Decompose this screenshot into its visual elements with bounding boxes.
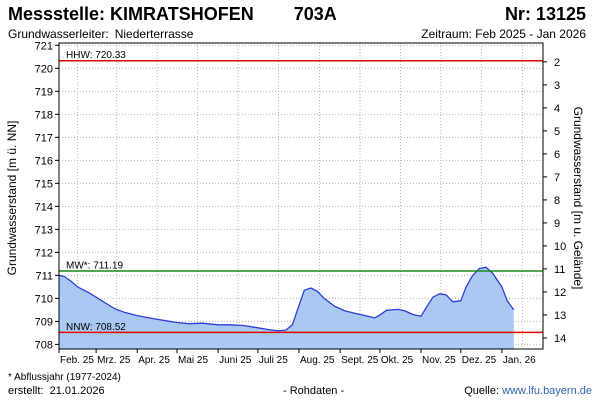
station-number: Nr: 13125 xyxy=(504,4,586,24)
y-tick-label: 718 xyxy=(35,109,53,121)
x-tick-label: Sept. 25 xyxy=(341,355,379,366)
x-tick-label: Apr. 25 xyxy=(138,355,170,366)
y-tick-label: 711 xyxy=(35,270,53,282)
x-tick-label: Jan. 26 xyxy=(503,355,536,366)
mw-label: MW*: 711.19 xyxy=(66,261,123,272)
x-tick-label: Dez. 25 xyxy=(462,355,497,366)
y-right-tick-label: 7 xyxy=(554,172,560,184)
y-right-tick-label: 8 xyxy=(554,195,560,207)
x-tick-label: Nov. 25 xyxy=(422,355,456,366)
water-level-line xyxy=(58,266,515,332)
source-link[interactable]: www.lfu.bayern.de xyxy=(502,385,592,397)
y-tick-label: 720 xyxy=(35,63,53,75)
y-right-tick-label: 11 xyxy=(554,264,565,276)
chart-title: Messstelle: KIMRATSHOFEN 703A xyxy=(8,4,337,25)
y-tick-label: 715 xyxy=(35,178,53,190)
created-date: 21.01.2026 xyxy=(49,385,105,397)
x-tick-label: Juli 25 xyxy=(259,355,288,366)
y-tick-label: 719 xyxy=(35,86,53,98)
water-level-area xyxy=(59,267,514,349)
y-right-tick-label: 5 xyxy=(554,126,560,138)
x-tick-label: Feb. 25 xyxy=(60,355,94,366)
y-right-tick-label: 12 xyxy=(554,287,566,299)
y-right-tick-label: 4 xyxy=(554,103,560,115)
x-tick-label: Okt. 25 xyxy=(381,355,414,366)
created-label: erstellt: xyxy=(8,385,44,397)
source-info: Quelle: www.lfu.bayern.de xyxy=(464,385,592,397)
x-tick-label: Mai 25 xyxy=(178,355,208,366)
x-tick-label: Mrz. 25 xyxy=(97,355,131,366)
y-tick-label: 717 xyxy=(35,132,53,144)
footnote: * Abflussjahr (1977-2024) xyxy=(8,372,121,383)
station-code: 703A xyxy=(293,4,337,24)
y-right-tick-label: 2 xyxy=(554,57,560,69)
y-right-tick-label: 13 xyxy=(554,310,566,322)
y-right-tick-label: 9 xyxy=(554,218,560,230)
created-info: erstellt: 21.01.2026 xyxy=(8,385,105,397)
x-tick-label: Juni 25 xyxy=(219,355,252,366)
x-tick-label: Aug. 25 xyxy=(300,355,335,366)
y-right-tick-label: 14 xyxy=(554,333,566,345)
station-label: Messstelle: KIMRATSHOFEN xyxy=(8,4,254,24)
hhw-label: HHW: 720.33 xyxy=(66,50,126,61)
y-tick-label: 713 xyxy=(35,224,53,236)
y-tick-label: 709 xyxy=(35,316,53,328)
y-tick-label: 710 xyxy=(35,293,53,305)
y-tick-label: 714 xyxy=(35,201,53,213)
y-tick-label: 721 xyxy=(35,40,53,52)
source-label: Quelle: xyxy=(464,385,500,397)
y-tick-label: 708 xyxy=(35,339,53,351)
raw-data-label: - Rohdaten - xyxy=(283,385,345,397)
aquifer-info: Grundwasserleiter: Niederterrasse xyxy=(8,27,193,41)
plot-frame xyxy=(58,42,544,350)
y-right-tick-label: 6 xyxy=(554,149,560,161)
period-label: Zeitraum: Feb 2025 - Jan 2026 xyxy=(421,27,586,41)
nnw-label: NNW: 708.52 xyxy=(66,322,126,333)
y-tick-label: 712 xyxy=(35,247,53,259)
aquifer-value: Niederterrasse xyxy=(114,27,194,41)
y-right-tick-label: 3 xyxy=(554,80,560,92)
y-tick-label: 716 xyxy=(35,155,53,167)
aquifer-label: Grundwasserleiter: xyxy=(8,27,109,41)
y-right-tick-label: 10 xyxy=(554,241,566,253)
